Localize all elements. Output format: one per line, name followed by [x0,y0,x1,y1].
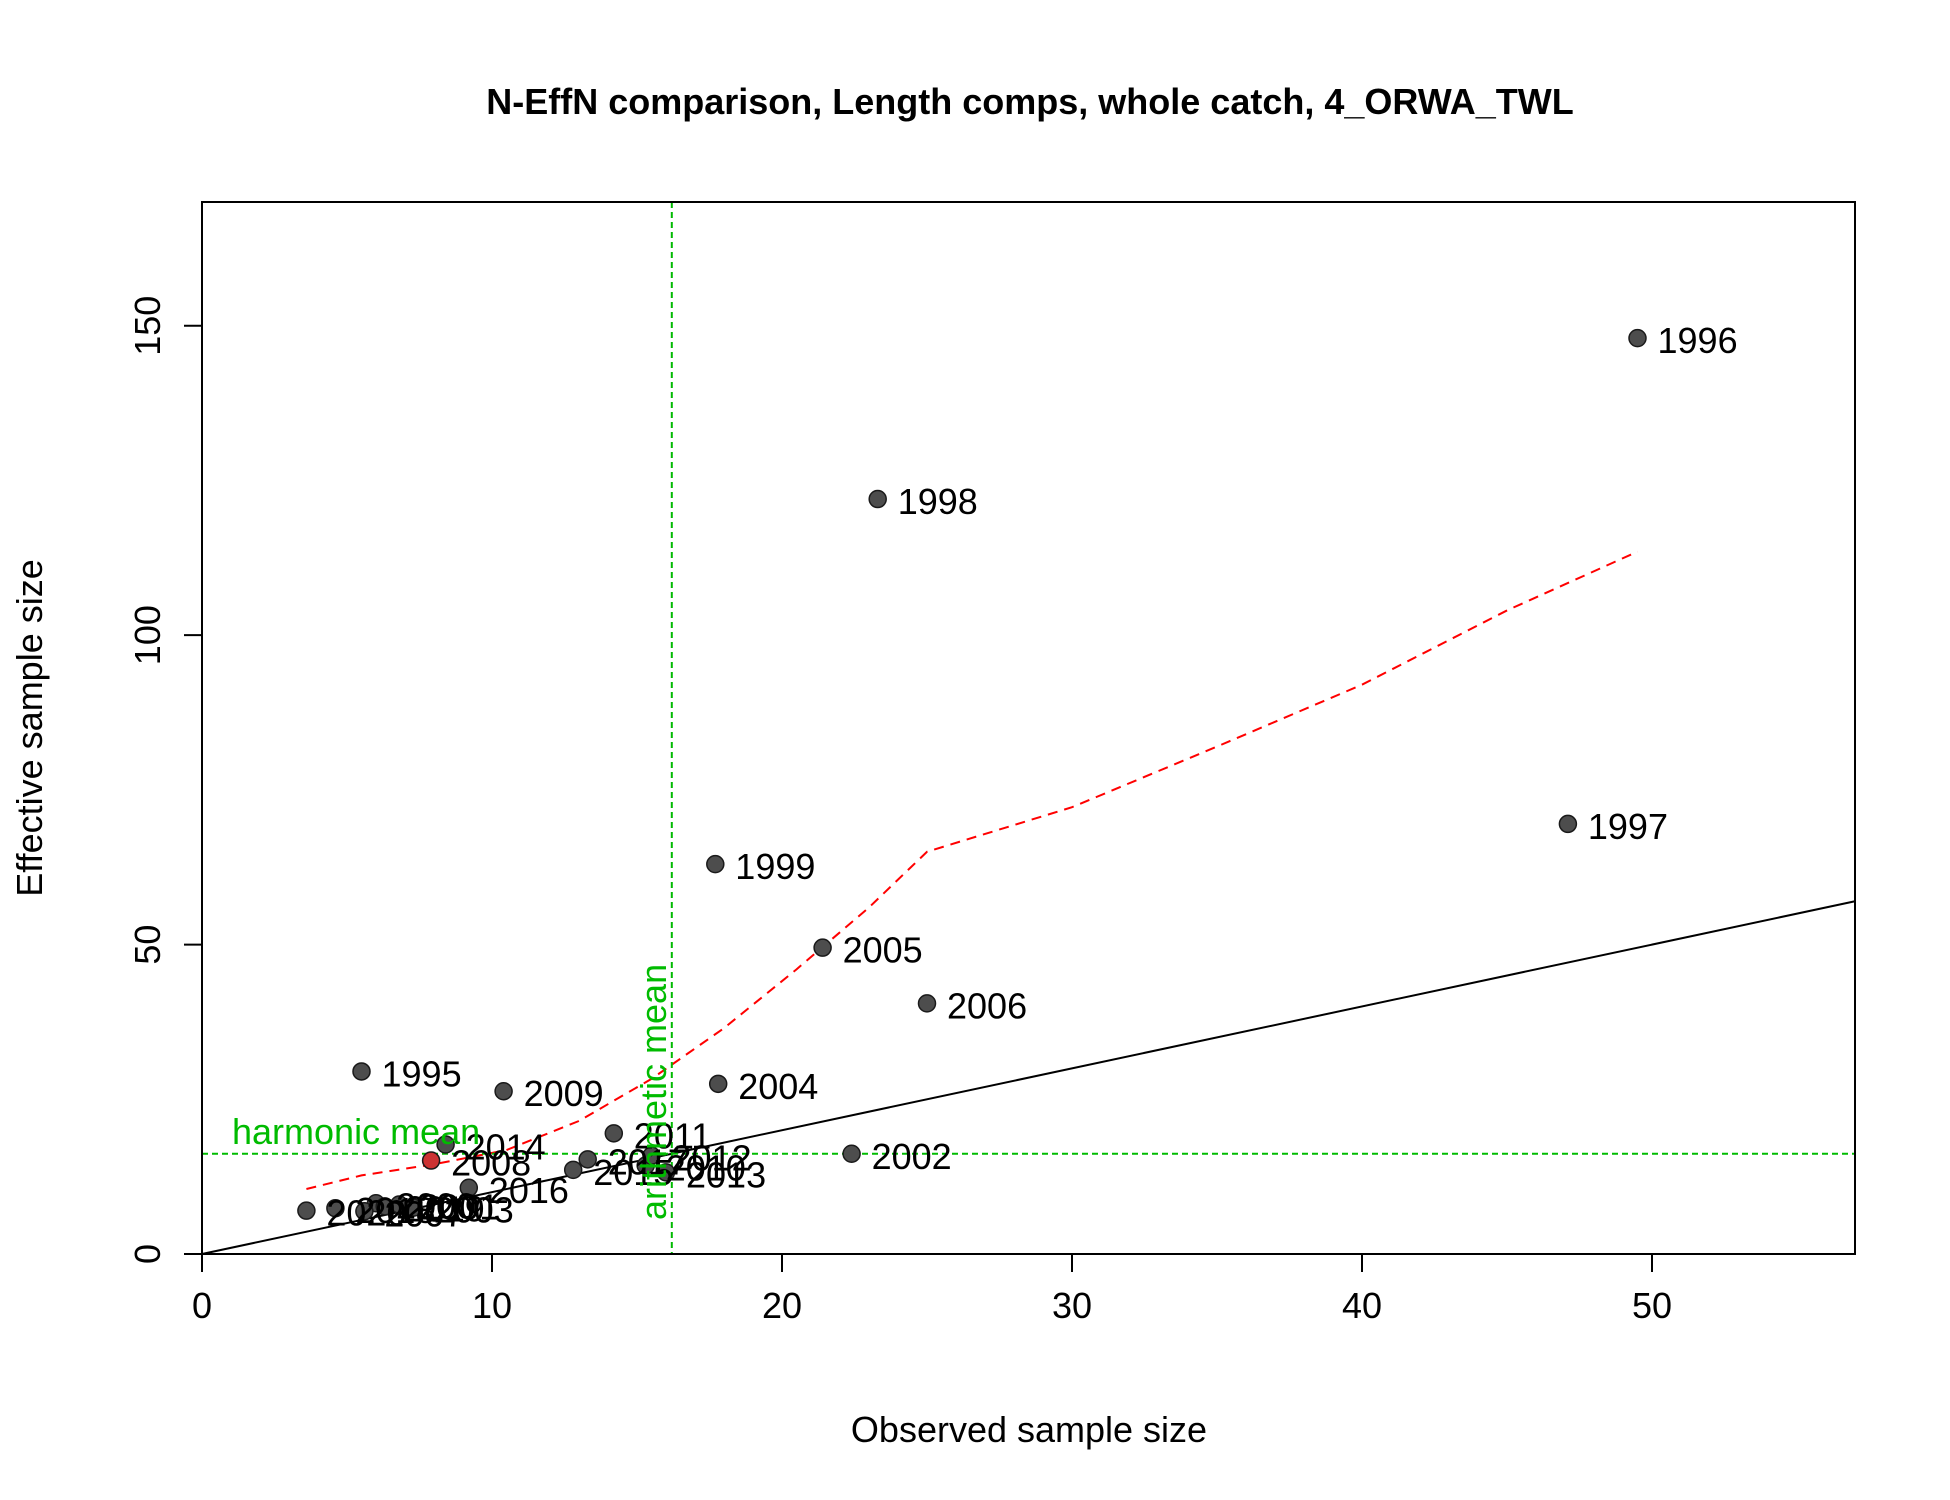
point-label: 2014 [466,1126,546,1167]
x-tick-label: 20 [762,1285,802,1326]
data-point [355,1202,374,1221]
point-label: 2016 [489,1170,569,1211]
y-tick-label: 0 [127,1244,168,1264]
plot-lines [201,202,1856,1255]
point-label: 1999 [735,846,815,887]
x-tick-label: 0 [192,1285,212,1326]
data-point [404,1198,423,1217]
point-label: 2019 [405,1188,485,1229]
data-point [459,1178,479,1198]
data-point [297,1201,316,1220]
point-label: 2008 [451,1143,531,1184]
data-point [842,1144,861,1164]
point-label: 2012 [672,1138,752,1179]
chart-title: N-EffN comparison, Length comps, whole c… [486,81,1573,122]
identity-line [201,900,1856,1255]
plot-frame [201,201,1856,1255]
data-point [708,1074,728,1094]
y-tick-label: 50 [127,925,168,965]
arithmetic-mean-label: arithmetic mean [633,964,674,1220]
point-label: 1995 [382,1053,462,1094]
point-label: 2010 [666,1148,746,1189]
point-label: 2001 [419,1186,499,1227]
x-axis: 0 10 20 30 40 50 [192,1253,1672,1326]
x-tick-label: 30 [1052,1285,1092,1326]
y-tick-label: 150 [127,296,168,356]
point-label: 2004 [738,1066,818,1107]
data-point [1628,328,1647,348]
point-label: 2006 [947,985,1027,1026]
x-tick-label: 50 [1632,1285,1672,1326]
y-tick-label: 100 [127,605,168,665]
point-label: 2005 [843,930,923,971]
data-point [326,1198,345,1218]
data-point [706,854,725,874]
point-label: 2017 [608,1141,688,1182]
data-point [813,938,832,957]
trend-line [306,550,1638,1190]
data-point [868,489,887,509]
point-label: 1998 [898,481,978,522]
point-label: 1996 [1658,320,1738,361]
data-point [604,1124,624,1143]
x-tick-label: 40 [1342,1285,1382,1326]
point-label: 1997 [1588,806,1668,847]
y-axis: 0 50 100 150 [127,296,203,1264]
data-point [421,1151,441,1170]
y-axis-label: Effective sample size [9,559,50,896]
data-point [642,1146,661,1165]
point-label: 2007 [384,1193,464,1234]
point-label: 2009 [524,1073,604,1114]
data-point [375,1197,394,1216]
data-point [578,1150,597,1169]
harmonic-mean-label: harmonic mean [232,1111,480,1152]
point-label: 2002 [872,1136,952,1177]
point-label: 2000 [396,1185,476,1226]
data-point [352,1062,371,1081]
data-point [917,994,937,1013]
point-label: 2015 [593,1152,673,1193]
point-label: 2018 [355,1190,435,1231]
data-point [494,1081,513,1101]
x-axis-label: Observed sample size [851,1409,1207,1450]
point-label: 2020 [326,1193,406,1234]
data-point [1558,814,1578,834]
x-tick-label: 10 [472,1285,512,1326]
data-point [656,1163,676,1182]
data-point [563,1160,583,1180]
point-label: 2003 [434,1190,514,1231]
data-point [436,1135,455,1154]
point-label: 2013 [686,1154,766,1195]
point-label: 2011 [634,1115,711,1156]
